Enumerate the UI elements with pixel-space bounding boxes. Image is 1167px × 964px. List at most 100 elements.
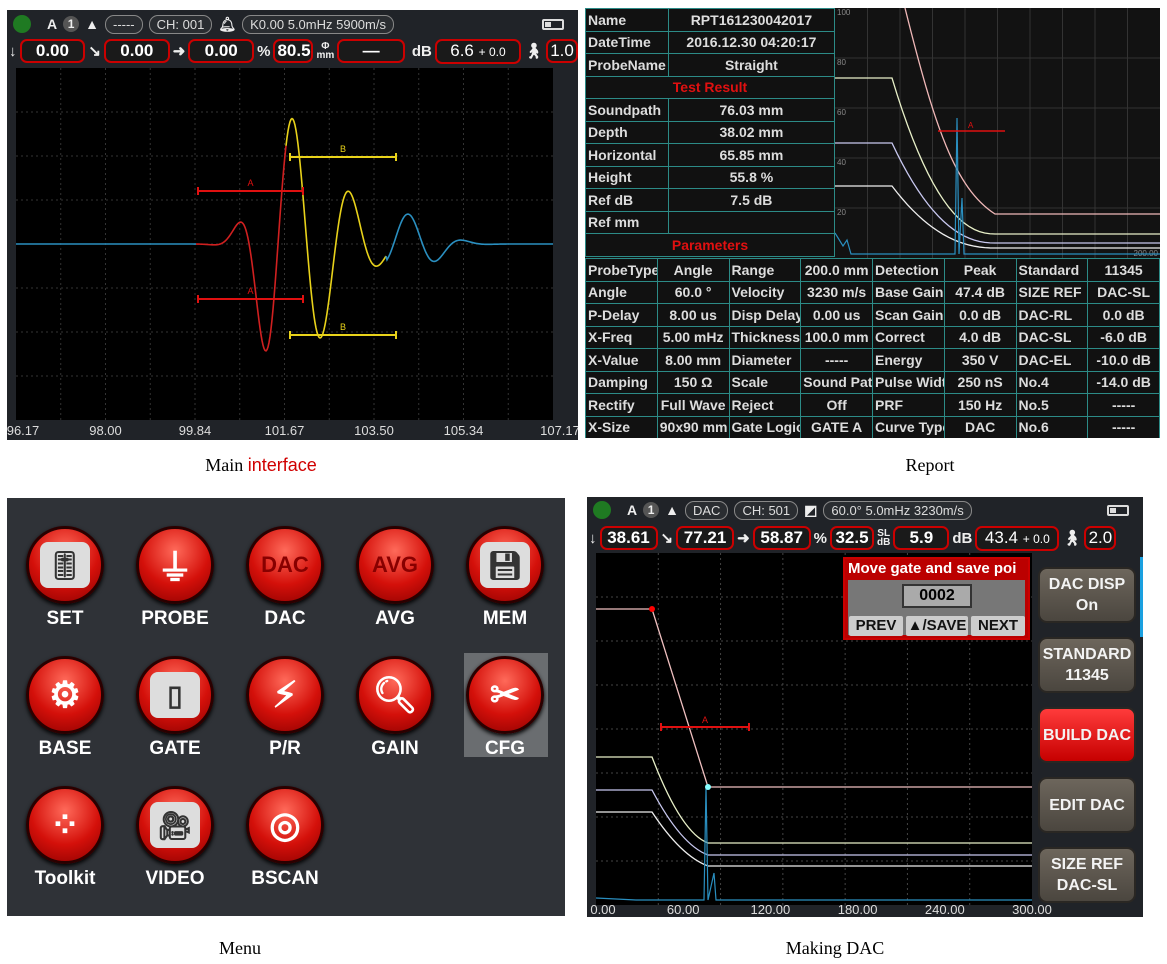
point-number-field[interactable]: 0002 xyxy=(902,584,972,608)
step-readout[interactable]: 1.0 xyxy=(546,39,578,63)
y-tick-label: 60 xyxy=(837,108,846,117)
param-label: Diameter xyxy=(728,348,802,372)
curve-pill[interactable]: DAC xyxy=(684,500,729,520)
scrollbar[interactable] xyxy=(1140,557,1143,637)
param-label: No.6 xyxy=(1015,415,1089,438)
avg-text-icon: AVG xyxy=(356,526,434,604)
param-label: Thickness xyxy=(728,325,802,349)
channel-pill[interactable]: CH: 001 xyxy=(148,14,213,34)
param-label: Pulse Width xyxy=(872,370,945,394)
main-caption: Main interface xyxy=(205,455,317,476)
probe-info-pill[interactable]: 60.0° 5.0mHz 3230m/s xyxy=(823,500,972,520)
gate-label: A xyxy=(247,286,253,296)
dac-button-dac-disp[interactable]: DAC DISP On xyxy=(1038,567,1136,623)
status-led-icon xyxy=(13,15,31,33)
menu-item-bscan[interactable]: ◎ BSCAN xyxy=(240,786,330,890)
row-label: ProbeName xyxy=(585,53,669,77)
status-led-icon xyxy=(593,501,611,519)
row-value: RPT161230042017 xyxy=(667,8,836,32)
video-camera-icon: 🎥︎ xyxy=(136,786,214,864)
table-row: ProbeType Angle Range 200.0 mm Detection Peak… xyxy=(585,258,1160,282)
x-tick-label: 103.50 xyxy=(354,423,394,438)
percent-symbol: % xyxy=(257,42,271,60)
dac-button-size-ref[interactable]: SIZE REF DAC-SL xyxy=(1038,847,1136,903)
x-tick-label: 105.34 xyxy=(443,423,484,438)
menu-item-label: VIDEO xyxy=(145,868,205,889)
waveform-segment xyxy=(285,117,387,339)
menu-item-base[interactable]: ⚙ BASE xyxy=(20,656,110,760)
row-value: 38.02 mm xyxy=(667,120,836,144)
arrow-down-icon: ↓ xyxy=(9,42,17,60)
dac-button-edit-dac[interactable]: EDIT DAC xyxy=(1038,777,1136,833)
icon-glyph: ⁘ xyxy=(49,804,81,845)
walking-person-icon: 🚶︎ xyxy=(523,43,544,60)
menu-item-label: BSCAN xyxy=(251,868,319,889)
section-title: Test Result xyxy=(585,75,835,99)
menu-item-toolkit[interactable]: ⁘ Toolkit xyxy=(20,786,110,890)
menu-item-gain[interactable]: 🔍︎ GAIN xyxy=(350,656,440,760)
toolkit-dots-icon: ⁘ xyxy=(26,786,104,864)
next-button[interactable]: NEXT xyxy=(971,616,1025,636)
row-label: DateTime xyxy=(585,30,669,54)
sl-unit: dB xyxy=(877,537,891,548)
main-interface-panel: A 1 ▲ ----- CH: 001 🔔︎ K0.00 5.0mHz 5900… xyxy=(7,10,578,440)
sl-symbol: SL xyxy=(877,528,891,539)
param-value: 3230 m/s xyxy=(800,280,873,304)
peak-icon: ▲ xyxy=(85,16,99,32)
param-label: Range xyxy=(728,258,802,282)
param-label: Gate Logic xyxy=(728,415,802,438)
dac-curve-no4 xyxy=(596,811,1032,867)
save-button[interactable]: ▲/SAVE xyxy=(906,616,968,636)
menu-item-p-r[interactable]: ⚡︎ P/R xyxy=(240,656,330,760)
prev-button[interactable]: PREV xyxy=(849,616,903,636)
percent-symbol: % xyxy=(813,529,827,547)
menu-item-label: P/R xyxy=(269,738,301,759)
icon-text: AVG xyxy=(371,552,419,577)
popup-body: 0002 PREV ▲/SAVE NEXT xyxy=(848,580,1025,636)
menu-item-mem[interactable]: 💾︎ MEM xyxy=(460,526,550,630)
curve-pill[interactable]: ----- xyxy=(104,14,143,34)
probe-info-pill[interactable]: K0.00 5.0mHz 5900m/s xyxy=(242,14,394,34)
popup-title: Move gate and save poi xyxy=(848,560,1017,577)
waveform-segment xyxy=(195,145,287,352)
param-label: Reject xyxy=(728,393,802,417)
bell-icon: 🔔︎ xyxy=(218,15,237,32)
gain-readout[interactable]: 43.4 + 0.0 xyxy=(975,525,1060,551)
channel-pill[interactable]: CH: 501 xyxy=(734,500,799,520)
magnifier-icon: 🔍︎ xyxy=(356,656,434,734)
depth-readout: 77.21 xyxy=(676,526,735,550)
mode-label: A xyxy=(627,502,638,518)
param-value: GATE A xyxy=(800,415,873,438)
horizontal-readout: 58.87 xyxy=(752,526,811,550)
param-label: DAC-RL xyxy=(1015,303,1089,327)
table-row: Height 55.8 % xyxy=(585,165,836,189)
table-row: Soundpath 76.03 mm xyxy=(585,98,836,122)
param-label: X-Value xyxy=(585,348,658,372)
param-value: ----- xyxy=(1087,415,1160,438)
param-value: 60.0 ° xyxy=(656,280,730,304)
probe-icon: ⏚ xyxy=(136,526,214,604)
dac-curve-el xyxy=(596,789,1032,856)
menu-item-video[interactable]: 🎥︎ VIDEO xyxy=(130,786,220,890)
echo-signal xyxy=(834,117,1160,255)
icon-glyph: 🔍︎ xyxy=(372,674,418,715)
row-value: 76.03 mm xyxy=(667,98,836,122)
menu-item-label: MEM xyxy=(482,608,528,629)
dac-button-standard[interactable]: STANDARD 11345 xyxy=(1038,637,1136,693)
menu-item-cfg[interactable]: ✂ CFG xyxy=(460,656,550,760)
menu-item-dac[interactable]: DAC DAC xyxy=(240,526,330,630)
param-label: DAC-EL xyxy=(1015,348,1089,372)
dac-button-build-dac[interactable]: BUILD DAC xyxy=(1038,707,1136,763)
menu-item-avg[interactable]: AVG AVG xyxy=(350,526,440,630)
menu-item-set[interactable]: 🎚︎ SET xyxy=(20,526,110,630)
step-readout[interactable]: 2.0 xyxy=(1084,526,1117,550)
icon-glyph: 🎚︎ xyxy=(40,542,90,588)
menu-item-gate[interactable]: ▯ GATE xyxy=(130,656,220,760)
x-tick-label: 96.17 xyxy=(7,423,40,438)
gate-label: B xyxy=(340,322,346,332)
param-value: Peak xyxy=(943,258,1017,282)
gain-readout[interactable]: 6.6 + 0.0 xyxy=(434,38,521,64)
sl-readout: 5.9 xyxy=(893,526,950,550)
x-tick-label: 99.84 xyxy=(178,423,212,438)
menu-item-probe[interactable]: ⏚ PROBE xyxy=(130,526,220,630)
